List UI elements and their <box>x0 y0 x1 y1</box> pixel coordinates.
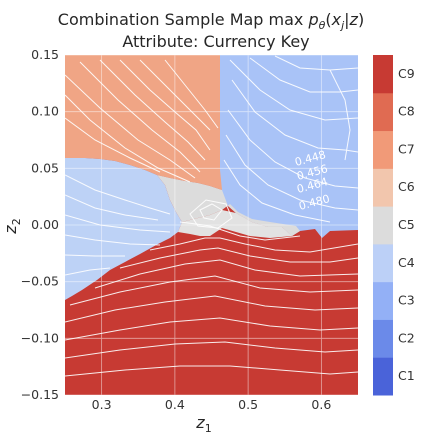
contour-line <box>65 214 171 233</box>
contour-line <box>65 341 358 359</box>
contour-line <box>65 234 161 246</box>
colorbar-segment-c6 <box>373 168 393 207</box>
contour-line <box>65 74 196 179</box>
colorbar-label: C4 <box>398 255 415 270</box>
contour-line <box>229 59 358 121</box>
colorbar-segment-c3 <box>373 281 393 320</box>
contour-line <box>65 295 358 323</box>
colorbar-segment-c9 <box>373 55 393 94</box>
colorbar-label: C9 <box>398 66 415 81</box>
region-upper-right <box>220 55 358 238</box>
colorbar-label: C7 <box>398 141 415 156</box>
y-tick-label: −0.05 <box>21 274 59 289</box>
contour-line <box>329 69 351 161</box>
x-tick-label: 0.5 <box>238 397 258 412</box>
contour-line <box>231 79 358 153</box>
colorbar-segment-c5 <box>373 206 393 245</box>
contour-line <box>65 117 161 173</box>
contour-line <box>139 59 211 131</box>
y-tick-label: 0.00 <box>31 217 59 232</box>
x-axis-ticks: 0.3 0.4 0.5 0.6 <box>92 397 332 412</box>
x-tick-label: 0.3 <box>92 397 112 412</box>
contour-labels: 0.448 0.456 0.464 0.480 <box>293 148 331 213</box>
colorbar-segment-c2 <box>373 319 393 358</box>
x-tick-label: 0.6 <box>311 397 331 412</box>
y-tick-label: 0.15 <box>31 47 59 62</box>
contour-line <box>189 199 233 229</box>
contour-line <box>65 317 358 341</box>
colorbar: C1 C2 C3 C4 C5 C6 C7 C8 C9 <box>373 55 415 396</box>
colorbar-label: C1 <box>398 368 415 383</box>
contour-line <box>65 194 159 221</box>
contour-line <box>65 365 358 377</box>
y-axis-label: z2 <box>1 218 23 234</box>
grid <box>65 55 358 395</box>
colorbar-segment-c4 <box>373 243 393 283</box>
colorbar-label: C2 <box>398 330 415 345</box>
y-axis-ticks: −0.15 −0.10 −0.05 0.00 0.05 0.10 0.15 <box>21 47 59 402</box>
chart-subtitle: Attribute: Currency Key <box>122 32 309 51</box>
region-center <box>157 175 300 236</box>
x-axis-label: z1 <box>195 413 211 435</box>
contour-lines <box>65 55 358 377</box>
contour-line <box>65 254 125 257</box>
x-tick-label: 0.4 <box>165 397 185 412</box>
contour-line <box>69 275 358 306</box>
colorbar-label: C3 <box>398 293 415 308</box>
plot-area: 0.448 0.456 0.464 0.480 <box>65 55 358 395</box>
y-tick-label: 0.05 <box>31 160 59 175</box>
colorbar-segment-c8 <box>373 92 393 132</box>
contour-line <box>99 59 206 161</box>
contour-line <box>65 267 111 276</box>
y-tick-label: −0.10 <box>21 330 59 345</box>
colorbar-label: C6 <box>398 179 415 194</box>
chart-title: Combination Sample Map max pθ(xj|z) <box>58 10 364 32</box>
region-middle-left <box>65 158 182 300</box>
colorbar-label: C8 <box>398 104 415 119</box>
contour-line <box>65 174 171 215</box>
region-center-lower <box>178 210 292 238</box>
contour-line <box>149 237 358 253</box>
y-tick-label: −0.15 <box>21 387 59 402</box>
colorbar-label: C5 <box>398 217 415 232</box>
colorbar-segment-c1 <box>373 357 393 396</box>
contour-line <box>227 109 358 189</box>
contour-line <box>274 55 358 71</box>
contour-line <box>94 259 358 289</box>
contour-line <box>179 221 301 241</box>
contour-line <box>119 247 358 269</box>
contour-line <box>79 61 201 173</box>
contour-line <box>225 134 358 211</box>
colorbar-segment-c7 <box>373 130 393 169</box>
y-tick-label: 0.10 <box>31 104 59 119</box>
contour-line <box>199 203 223 221</box>
contour-line <box>249 57 358 93</box>
contour-line <box>223 159 331 223</box>
